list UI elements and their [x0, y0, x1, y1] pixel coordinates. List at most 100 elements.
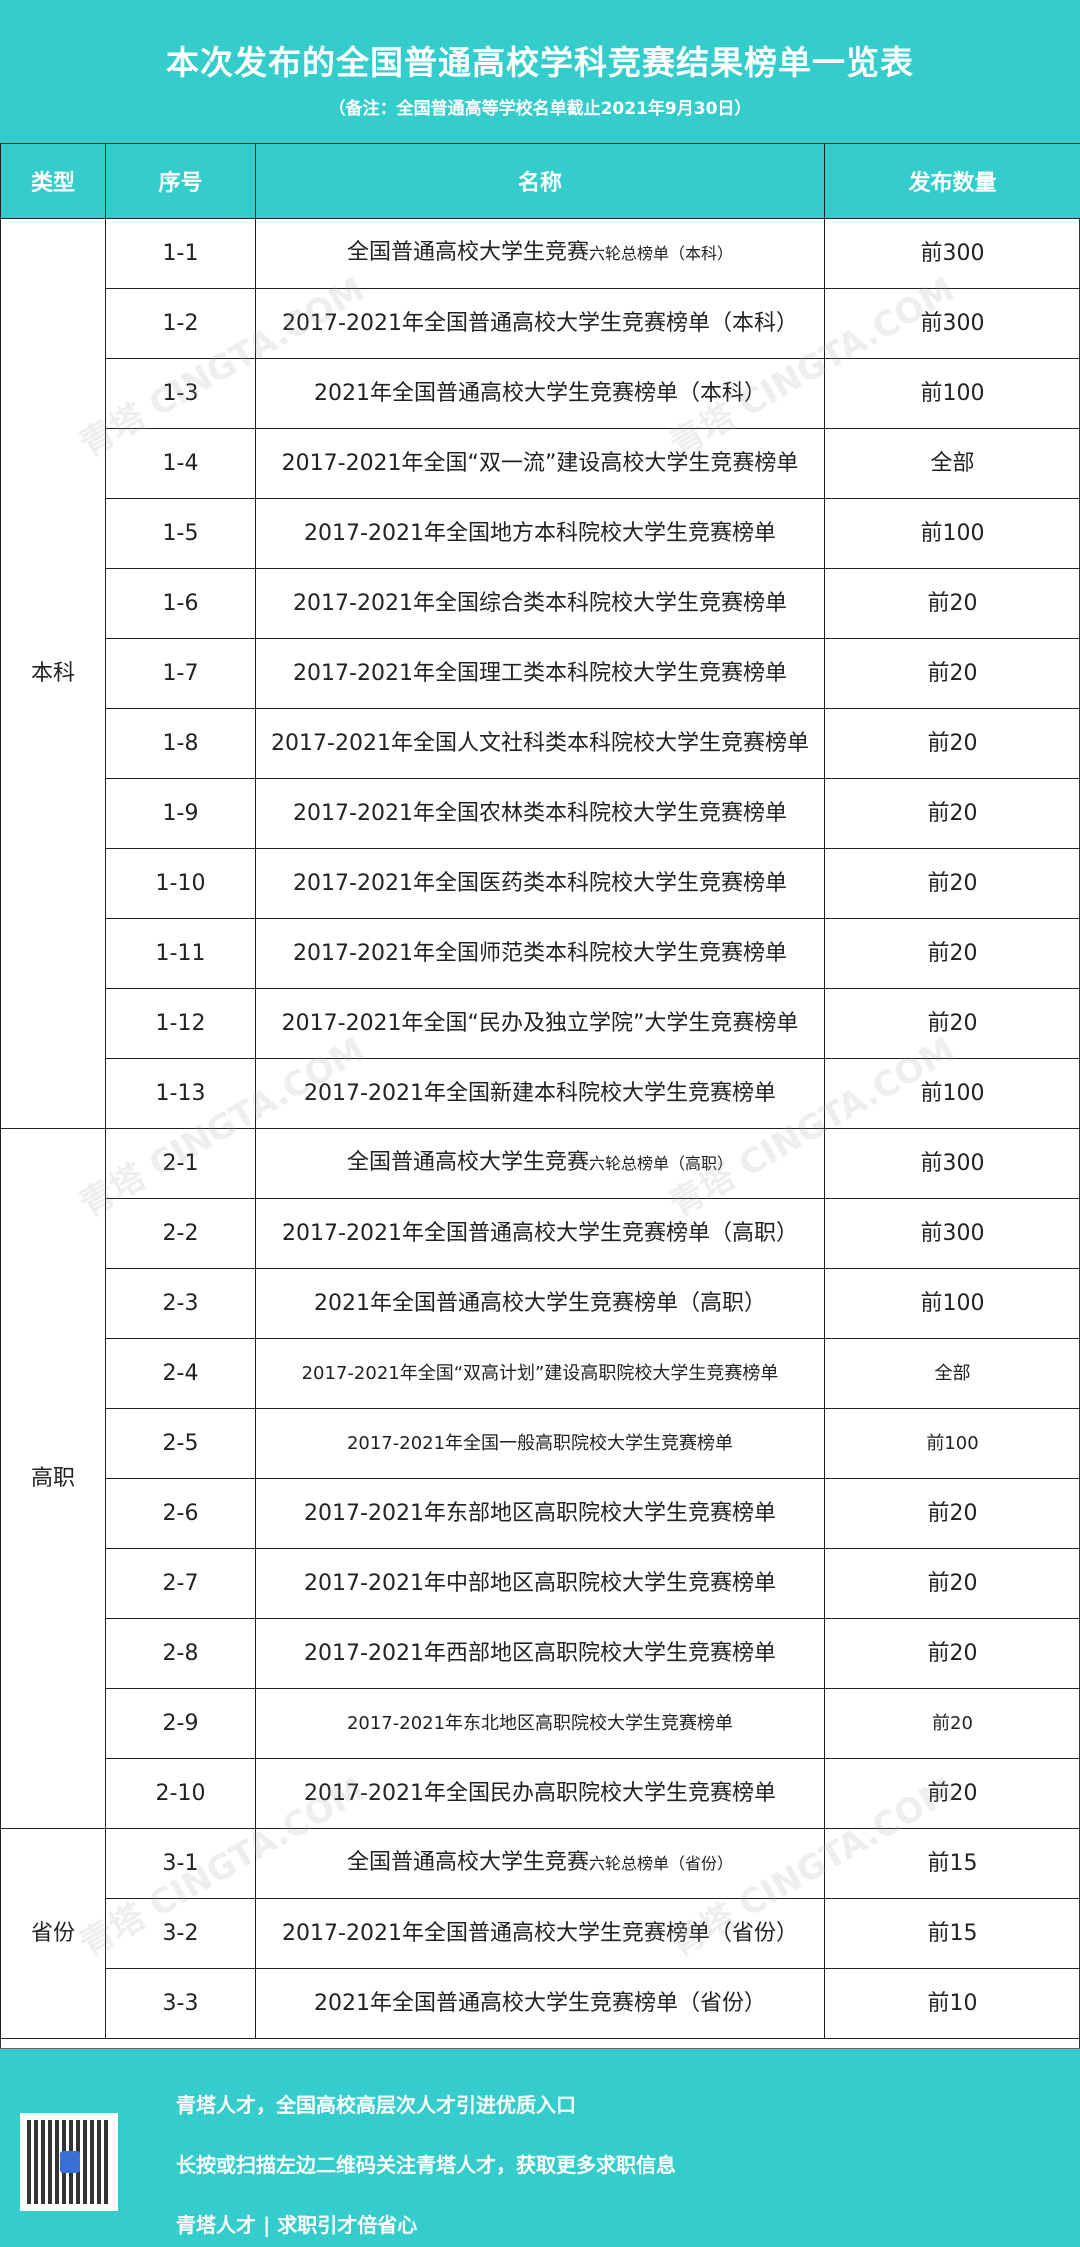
release-count: 前100 [825, 1059, 1080, 1129]
ranking-name-text: 2017-2021年全国师范类本科院校大学生竞赛榜单 [293, 941, 787, 966]
table-row: 2-9 2017-2021年东北地区高职院校大学生竞赛榜单 前20 [1, 1689, 1080, 1759]
row-number: 1-10 [106, 849, 256, 919]
header-name: 名称 [256, 144, 825, 219]
release-count: 前20 [825, 1689, 1080, 1759]
ranking-name-text: 2017-2021年全国一般高职院校大学生竞赛榜单 [347, 1433, 733, 1454]
footer-line-2: 长按或扫描左边二维码关注青塔人才，获取更多求职信息 [176, 2149, 676, 2178]
release-count: 前20 [825, 1549, 1080, 1619]
table-row: 2-5 2017-2021年全国一般高职院校大学生竞赛榜单 前100 [1, 1409, 1080, 1479]
ranking-name-text: 2021年全国普通高校大学生竞赛榜单（本科） [314, 381, 766, 406]
ranking-name: 2017-2021年全国“民办及独立学院”大学生竞赛榜单 [256, 989, 825, 1059]
row-number: 3-1 [106, 1829, 256, 1899]
release-count: 前15 [825, 1829, 1080, 1899]
ranking-name-text: 全国普通高校大学生竞赛 [347, 1850, 589, 1875]
ranking-name: 全国普通高校大学生竞赛六轮总榜单（高职） [256, 1129, 825, 1199]
row-number: 2-7 [106, 1549, 256, 1619]
ranking-name: 2017-2021年全国一般高职院校大学生竞赛榜单 [256, 1409, 825, 1479]
ranking-name: 2017-2021年全国普通高校大学生竞赛榜单（高职） [256, 1199, 825, 1269]
ranking-name: 2017-2021年全国“双一流”建设高校大学生竞赛榜单 [256, 429, 825, 499]
ranking-name-text: 2017-2021年全国“双一流”建设高校大学生竞赛榜单 [282, 451, 799, 476]
table-header-row: 类型 序号 名称 发布数量 [1, 144, 1080, 219]
row-number: 2-5 [106, 1409, 256, 1479]
ranking-name-text: 2017-2021年全国普通高校大学生竞赛榜单（高职） [282, 1221, 798, 1246]
ranking-name-text: 2017-2021年全国人文社科类本科院校大学生竞赛榜单 [271, 731, 809, 756]
ranking-name-text: 2017-2021年全国地方本科院校大学生竞赛榜单 [304, 521, 776, 546]
row-number: 1-2 [106, 289, 256, 359]
row-number: 3-2 [106, 1899, 256, 1969]
ranking-name: 2017-2021年全国“双高计划”建设高职院校大学生竞赛榜单 [256, 1339, 825, 1409]
ranking-name-text: 2017-2021年全国“双高计划”建设高职院校大学生竞赛榜单 [302, 1363, 779, 1384]
release-count: 前300 [825, 1129, 1080, 1199]
ranking-name-text: 2017-2021年全国普通高校大学生竞赛榜单（省份） [282, 1921, 798, 1946]
ranking-name: 2017-2021年中部地区高职院校大学生竞赛榜单 [256, 1549, 825, 1619]
row-number: 3-3 [106, 1969, 256, 2039]
row-number: 2-10 [106, 1759, 256, 1829]
table-row: 2-6 2017-2021年东部地区高职院校大学生竞赛榜单 前20 [1, 1479, 1080, 1549]
header-count: 发布数量 [825, 144, 1080, 219]
ranking-name: 2017-2021年全国民办高职院校大学生竞赛榜单 [256, 1759, 825, 1829]
release-count: 前100 [825, 499, 1080, 569]
release-count: 前300 [825, 219, 1080, 289]
ranking-name: 2021年全国普通高校大学生竞赛榜单（高职） [256, 1269, 825, 1339]
qr-code[interactable] [20, 2113, 118, 2211]
ranking-name-text: 2017-2021年中部地区高职院校大学生竞赛榜单 [304, 1571, 776, 1596]
release-count: 前20 [825, 639, 1080, 709]
ranking-name-text: 2017-2021年东北地区高职院校大学生竞赛榜单 [347, 1713, 733, 1734]
table-row: 3-2 2017-2021年全国普通高校大学生竞赛榜单（省份） 前15 [1, 1899, 1080, 1969]
ranking-name: 全国普通高校大学生竞赛六轮总榜单（省份） [256, 1829, 825, 1899]
ranking-name-text: 2017-2021年东部地区高职院校大学生竞赛榜单 [304, 1501, 776, 1526]
ranking-name-text: 2017-2021年全国民办高职院校大学生竞赛榜单 [304, 1781, 776, 1806]
ranking-name-text: 2017-2021年全国新建本科院校大学生竞赛榜单 [304, 1081, 776, 1106]
ranking-name: 2017-2021年全国普通高校大学生竞赛榜单（省份） [256, 1899, 825, 1969]
row-number: 2-8 [106, 1619, 256, 1689]
ranking-name-text: 2021年全国普通高校大学生竞赛榜单（省份） [314, 1991, 766, 2016]
row-number: 1-4 [106, 429, 256, 499]
release-count: 前15 [825, 1899, 1080, 1969]
ranking-name: 2017-2021年全国新建本科院校大学生竞赛榜单 [256, 1059, 825, 1129]
ranking-name: 全国普通高校大学生竞赛六轮总榜单（本科） [256, 219, 825, 289]
row-number: 2-4 [106, 1339, 256, 1409]
ranking-name: 2021年全国普通高校大学生竞赛榜单（省份） [256, 1969, 825, 2039]
logo-icon [60, 2151, 80, 2173]
page-title: 本次发布的全国普通高校学科竞赛结果榜单一览表 [0, 36, 1080, 84]
row-number: 1-13 [106, 1059, 256, 1129]
release-count: 前20 [825, 709, 1080, 779]
row-number: 1-11 [106, 919, 256, 989]
row-number: 2-1 [106, 1129, 256, 1199]
ranking-name-text: 2017-2021年全国综合类本科院校大学生竞赛榜单 [293, 591, 787, 616]
row-number: 2-6 [106, 1479, 256, 1549]
row-number: 1-5 [106, 499, 256, 569]
release-count: 前100 [825, 1409, 1080, 1479]
release-count: 前20 [825, 1479, 1080, 1549]
row-number: 1-12 [106, 989, 256, 1059]
table-row: 1-8 2017-2021年全国人文社科类本科院校大学生竞赛榜单前20 [1, 709, 1080, 779]
row-number: 2-9 [106, 1689, 256, 1759]
category-cell: 省份 [1, 1829, 106, 2039]
release-count: 前20 [825, 849, 1080, 919]
ranking-name-text: 2017-2021年西部地区高职院校大学生竞赛榜单 [304, 1641, 776, 1666]
release-count: 前20 [825, 989, 1080, 1059]
title-band: 本次发布的全国普通高校学科竞赛结果榜单一览表 （备注：全国普通高等学校名单截止2… [0, 0, 1080, 145]
release-count: 前20 [825, 919, 1080, 989]
release-count: 前20 [825, 779, 1080, 849]
ranking-name: 2017-2021年东北地区高职院校大学生竞赛榜单 [256, 1689, 825, 1759]
ranking-name-text: 2017-2021年全国农林类本科院校大学生竞赛榜单 [293, 801, 787, 826]
footer-line-1: 青塔人才，全国高校高层次人才引进优质入口 [176, 2089, 576, 2118]
ranking-name: 2017-2021年全国综合类本科院校大学生竞赛榜单 [256, 569, 825, 639]
ranking-name-text: 2017-2021年全国理工类本科院校大学生竞赛榜单 [293, 661, 787, 686]
row-number: 1-9 [106, 779, 256, 849]
row-number: 1-8 [106, 709, 256, 779]
table-row: 1-9 2017-2021年全国农林类本科院校大学生竞赛榜单 前20 [1, 779, 1080, 849]
